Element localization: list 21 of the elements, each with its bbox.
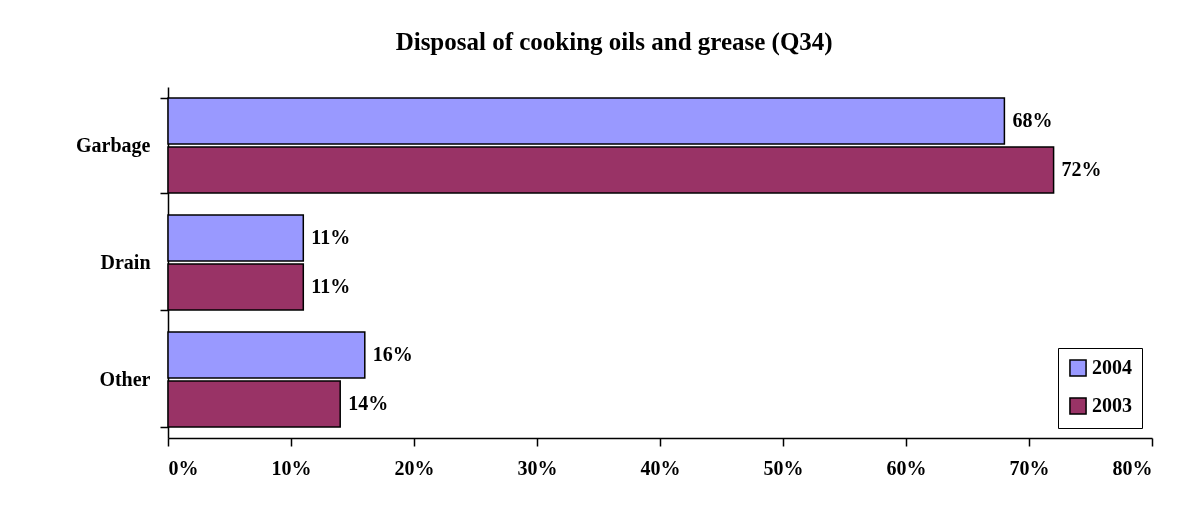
y-tick-label: Other: [99, 368, 151, 390]
x-tick-label: 30%: [517, 456, 558, 479]
legend-label: 2003: [1092, 394, 1132, 416]
legend-label: 2004: [1092, 356, 1132, 378]
y-tick-label: Garbage: [76, 134, 151, 157]
x-tick-label: 70%: [1009, 456, 1050, 479]
x-tick-label: 60%: [886, 456, 927, 479]
data-label: 16%: [372, 343, 413, 366]
x-tick-label: 10%: [271, 456, 312, 479]
y-tick-label: Drain: [100, 251, 151, 273]
x-tick-label: 50%: [763, 456, 804, 479]
data-label: 14%: [348, 391, 389, 414]
data-label: 68%: [1012, 109, 1053, 132]
x-tick-label: 40%: [640, 456, 681, 479]
data-label: 72%: [1061, 157, 1102, 180]
chart-title: Disposal of cooking oils and grease (Q34): [395, 28, 833, 56]
x-tick-label: 20%: [394, 456, 435, 479]
x-tick-label: 0%: [168, 456, 199, 479]
data-label: 11%: [311, 274, 351, 297]
data-label: 11%: [311, 226, 351, 249]
x-tick-label: 80%: [1112, 456, 1153, 479]
